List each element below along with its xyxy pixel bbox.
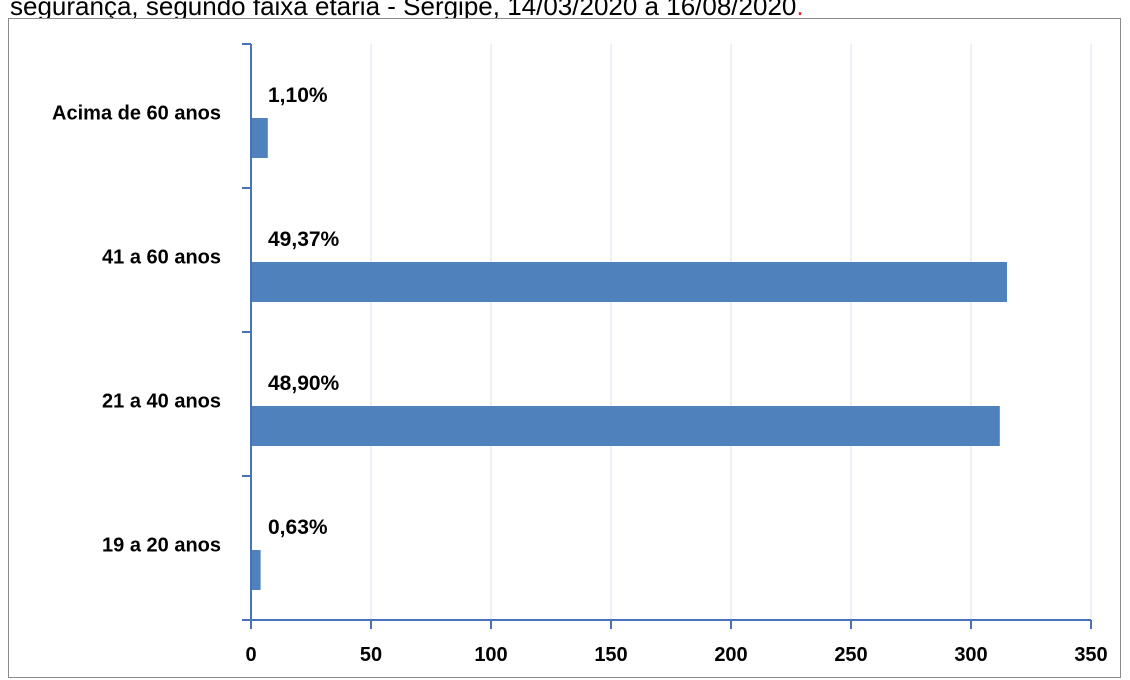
caption-mark: . (796, 0, 804, 21)
data-label: 0,63% (268, 516, 328, 539)
chart-area (8, 18, 1121, 678)
bar (251, 118, 268, 158)
x-tick-label: 250 (834, 644, 867, 666)
data-label: 49,37% (268, 228, 340, 251)
category-label: Acima de 60 anos (52, 102, 221, 124)
bar (251, 406, 1000, 446)
bar (251, 550, 261, 590)
category-label: 21 a 40 anos (102, 390, 221, 412)
x-tick-label: 350 (1074, 644, 1107, 666)
x-tick-label: 300 (954, 644, 987, 666)
x-tick-label: 150 (594, 644, 627, 666)
category-label: 19 a 20 anos (102, 534, 221, 556)
bar (251, 262, 1007, 302)
x-tick-label: 200 (714, 644, 747, 666)
data-label: 1,10% (268, 84, 328, 107)
category-label: 41 a 60 anos (102, 246, 221, 268)
caption-text: segurança, segundo faixa etária - Sergip… (10, 0, 797, 21)
data-label: 48,90% (268, 372, 340, 395)
x-tick-label: 100 (474, 644, 507, 666)
x-tick-label: 50 (360, 644, 382, 666)
x-tick-label: 0 (245, 644, 256, 666)
chart-caption: segurança, segundo faixa etária - Sergip… (10, 0, 1120, 22)
